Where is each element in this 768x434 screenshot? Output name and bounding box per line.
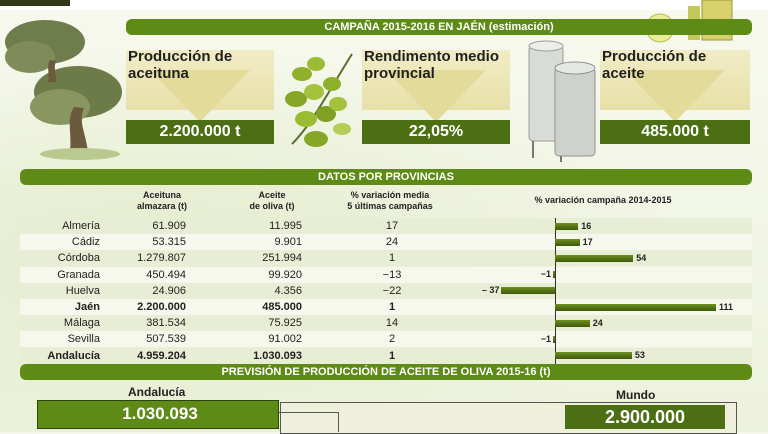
olive-cell: 507.539 <box>146 333 186 346</box>
province-cell: Andalucía <box>47 349 100 362</box>
oil-cell: 91.002 <box>268 333 302 346</box>
var5-cell: 1 <box>388 301 396 313</box>
table-row-bg <box>20 347 752 364</box>
var5-cell: 24 <box>385 236 399 249</box>
chart-bar-label: – 37 <box>481 285 500 296</box>
chart-bar-label: 111 <box>718 301 733 312</box>
chart-bar <box>555 303 716 311</box>
oil-cell: 485.000 <box>262 301 302 313</box>
province-cell: Córdoba <box>57 252 100 265</box>
olive-cell: 450.494 <box>146 268 186 281</box>
oil-cell: 9.901 <box>274 236 302 249</box>
oil-cell: 1.030.093 <box>253 349 302 362</box>
chart-zero-axis <box>555 218 556 364</box>
oil-cell: 75.925 <box>268 317 302 330</box>
card-title: Rendimento medio provincial <box>364 48 500 82</box>
olive-cell: 4.959.204 <box>137 349 186 362</box>
chart-bar-label: 54 <box>636 252 647 263</box>
card-value: 22,05% <box>362 120 510 144</box>
province-cell: Almería <box>62 220 100 232</box>
card-yield: Rendimento medio provincial 22,05% <box>362 40 512 148</box>
olive-cell: 61.909 <box>152 220 186 232</box>
mundo-value: 2.900.000 <box>565 405 725 429</box>
province-cell: Jaén <box>74 301 100 313</box>
chart-bar <box>501 287 555 295</box>
chart-bar <box>555 222 579 230</box>
oil-cell: 251.994 <box>262 252 302 265</box>
table-row-bg <box>20 282 752 299</box>
table-row-bg <box>20 331 752 348</box>
chart-bar-label: −1 <box>540 333 551 344</box>
andalucia-bar <box>37 400 279 429</box>
province-cell: Granada <box>57 268 100 281</box>
chart-bar <box>555 254 634 262</box>
table-row-bg <box>20 218 752 234</box>
var5-cell: 1 <box>388 252 396 265</box>
table-title: DATOS POR PROVINCIAS <box>318 171 454 183</box>
forecast-title: PREVISIÓN DE PRODUCCIÓN DE ACEITE DE OLI… <box>221 366 551 378</box>
card-title: Producción de aceituna <box>128 48 233 82</box>
card-oil-production: Producción de aceite 485.000 t <box>600 40 752 148</box>
province-cell: Sevilla <box>67 333 100 346</box>
var5-cell: 2 <box>388 333 396 346</box>
card-title: Producción de aceite <box>602 48 707 82</box>
andalucia-label: Andalucía <box>128 385 186 399</box>
table-title-bar: DATOS POR PROVINCIAS <box>20 169 752 185</box>
andalucia-value: 1.030.093 <box>122 404 198 423</box>
table-row-bg <box>20 250 752 267</box>
table-row-bg <box>20 266 752 283</box>
header-var5: % variación media 5 últimas campañas <box>347 190 433 211</box>
chart-bar-label: 24 <box>592 317 603 328</box>
chart-bar <box>555 352 632 360</box>
connector-line-vertical <box>338 412 339 432</box>
oil-cell: 99.920 <box>268 268 302 281</box>
olive-cell: 53.315 <box>152 236 186 249</box>
down-arrow-icon <box>150 70 250 122</box>
oil-cell: 4.356 <box>274 284 302 297</box>
var5-cell: −22 <box>382 284 402 297</box>
olive-cell: 24.906 <box>152 284 186 297</box>
province-cell: Cádiz <box>71 236 100 249</box>
chart-bar-label: 16 <box>581 220 592 231</box>
olive-tree-illustration <box>5 20 122 160</box>
olive-cell: 1.279.807 <box>137 252 186 265</box>
olive-branch-illustration <box>285 53 353 147</box>
top-strip <box>0 0 768 10</box>
top-dark-accent <box>0 0 70 6</box>
card-value: 2.200.000 t <box>126 120 274 144</box>
oil-cell: 11.995 <box>269 220 302 232</box>
table-row-bg <box>20 234 752 251</box>
card-value: 485.000 t <box>600 120 750 144</box>
var5-cell: 17 <box>385 220 399 232</box>
var5-cell: −13 <box>382 268 402 281</box>
chart-bar <box>555 238 580 246</box>
olive-cell: 2.200.000 <box>137 301 186 313</box>
card-olive-production: Producción de aceituna 2.200.000 t <box>126 40 276 148</box>
header-var-year: % variación campaña 2014-2015 <box>534 195 672 205</box>
forecast-title-bar: PREVISIÓN DE PRODUCCIÓN DE ACEITE DE OLI… <box>20 364 752 380</box>
chart-bar-label: 53 <box>634 350 645 361</box>
campaign-title: CAMPAÑA 2015-2016 EN JAÉN (estimación) <box>324 21 554 33</box>
olive-cell: 381.534 <box>146 317 186 330</box>
header-olive: Aceituna almazara (t) <box>136 190 188 211</box>
down-arrow-icon <box>386 70 486 122</box>
province-cell: Málaga <box>63 317 100 330</box>
chart-bar <box>553 271 555 279</box>
table-row-bg <box>20 299 752 315</box>
var5-cell: 14 <box>385 317 399 330</box>
chart-bar <box>555 319 590 327</box>
province-cell: Huelva <box>65 284 100 297</box>
connector-line <box>277 412 339 413</box>
chart-bar <box>553 335 555 343</box>
header-oil: Aceite de oliva (t) <box>249 190 295 211</box>
chart-bar-label: −1 <box>540 269 551 280</box>
chart-bar-label: 17 <box>582 236 593 247</box>
down-arrow-icon <box>625 70 725 122</box>
oil-tanks-illustration <box>528 40 596 162</box>
mundo-label: Mundo <box>616 388 656 402</box>
table-row-bg <box>20 315 752 332</box>
var5-cell: 1 <box>388 349 396 362</box>
campaign-title-bar: CAMPAÑA 2015-2016 EN JAÉN (estimación) <box>126 19 752 35</box>
